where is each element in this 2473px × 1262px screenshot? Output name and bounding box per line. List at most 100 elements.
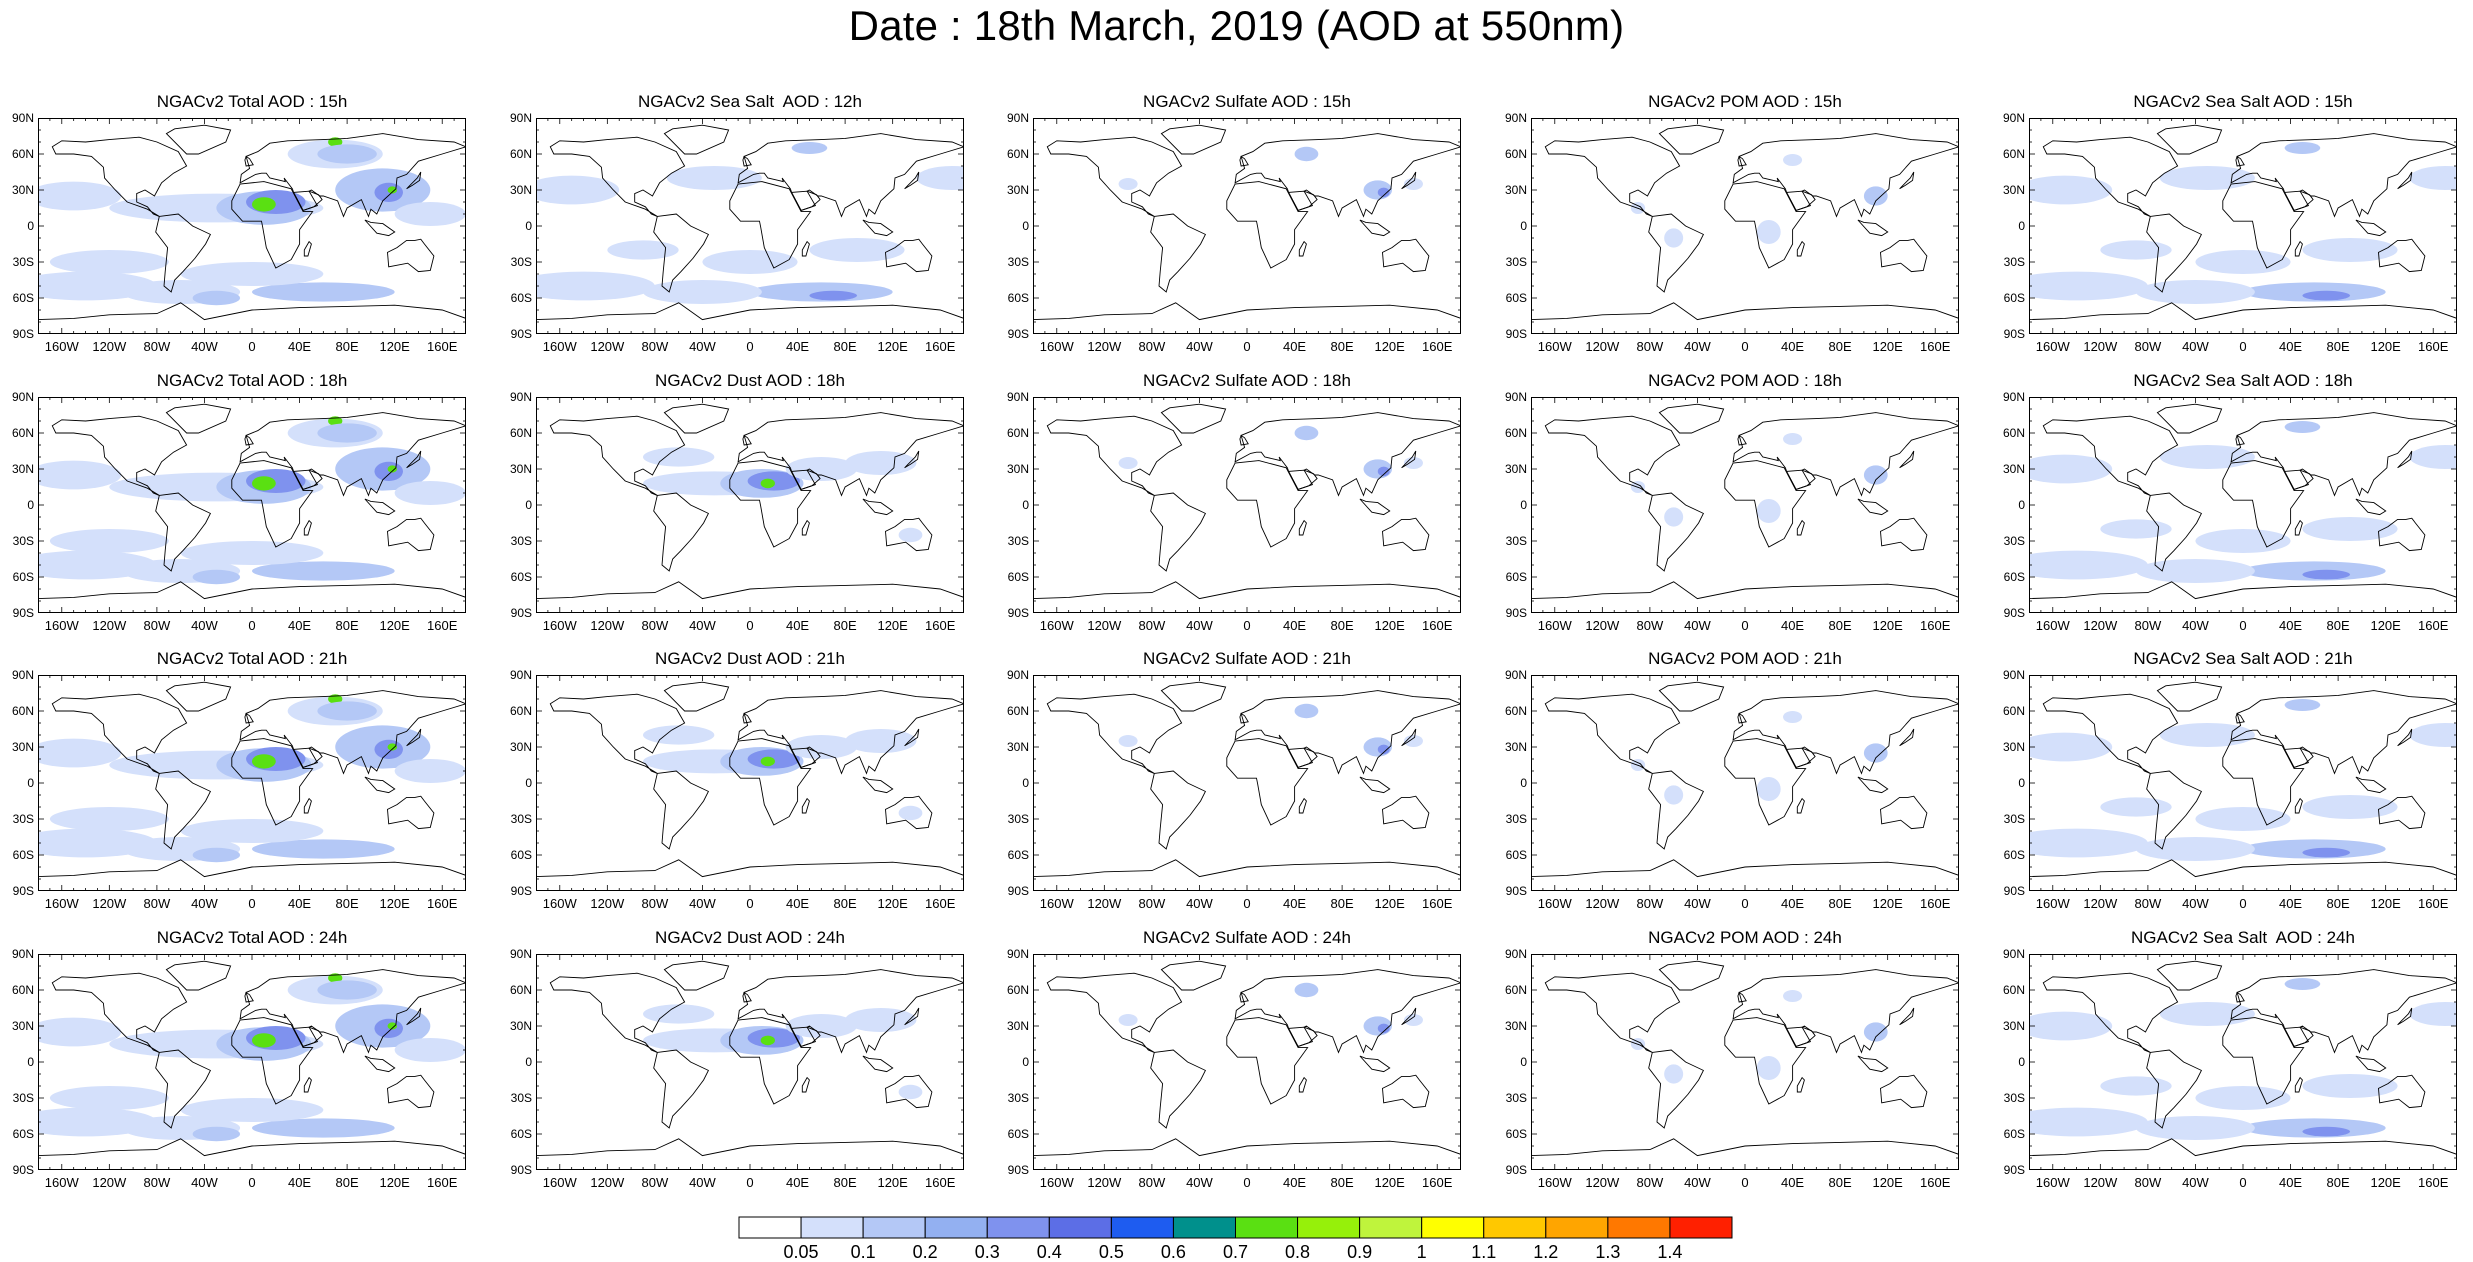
lon-tick-label: 120E (2370, 1175, 2401, 1190)
coastline-northAmerica (549, 972, 686, 1053)
lat-tick-label: 90S (510, 884, 532, 898)
panel-title: NGACv2 POM AOD : 24h (1648, 928, 1842, 947)
colorbar-label: 1.1 (1471, 1242, 1497, 1262)
coastline-japan (2397, 728, 2413, 747)
lon-tick-label: 80E (1828, 339, 1852, 354)
coastline-antarctica (1531, 581, 1959, 600)
coastline-japan (1401, 1007, 1417, 1026)
lon-tick-label: 0 (746, 339, 754, 354)
lon-tick-label: 160W (1039, 339, 1074, 354)
coastline-africa (2222, 1017, 2305, 1105)
aerosol-field (1664, 507, 1684, 527)
lon-tick-label: 80W (1138, 1175, 1166, 1190)
map-frame (536, 118, 964, 334)
lat-tick-label: 30S (510, 1091, 532, 1105)
aerosol-field (180, 819, 324, 843)
coastline-southAmerica (653, 213, 710, 293)
map-frame (536, 954, 964, 1170)
coastline-australia (2378, 1074, 2426, 1109)
lat-tick-label: 60N (509, 983, 532, 997)
lon-tick-label: 0 (2239, 339, 2247, 354)
map-frame (1033, 118, 1461, 334)
lon-tick-label: 80W (143, 618, 171, 633)
lon-tick-label: 120W (1087, 339, 1122, 354)
panel-title: NGACv2 Sulfate AOD : 21h (1143, 649, 1351, 668)
lat-tick-label: 30N (2002, 183, 2025, 197)
coastline-arabia (1785, 469, 1816, 490)
lon-tick-label: 160E (925, 618, 956, 633)
lat-tick-label: 60N (1504, 426, 1527, 440)
coastline-madagascar (1796, 1076, 1805, 1093)
lon-tick-label: 160E (1920, 896, 1951, 911)
lat-tick-label: 30S (1007, 812, 1029, 826)
coastline-indonesia (364, 498, 396, 516)
aerosol-field (374, 182, 403, 202)
lat-tick-label: 60N (509, 704, 532, 718)
aerosol-field (38, 738, 122, 768)
coastline-africa (231, 460, 314, 548)
lat-tick-label: 60N (1504, 704, 1527, 718)
aerosol-field (2302, 569, 2350, 580)
map-frame (1531, 397, 1959, 613)
lat-tick-label: 30S (510, 534, 532, 548)
map-frame (38, 675, 466, 891)
coastline-greenland (663, 124, 730, 155)
coastline-greenland (1658, 403, 1725, 434)
aerosol-field (1377, 466, 1390, 477)
lon-tick-label: 0 (248, 339, 256, 354)
lat-tick-label: 90S (510, 327, 532, 341)
aerosol-field (49, 250, 169, 274)
colorbar-label: 1 (1416, 1242, 1427, 1262)
coastline-northAmerica (2042, 972, 2179, 1053)
lon-tick-label: 40E (1282, 1175, 1307, 1190)
lon-tick-label: 160E (2418, 618, 2449, 633)
lon-tick-label: 0 (2239, 896, 2247, 911)
map-frame (1531, 954, 1959, 1170)
coastline-africa (1226, 460, 1309, 548)
coastline-indonesia (1857, 219, 1889, 237)
lon-tick-label: 80E (335, 618, 359, 633)
coastline-uk (1239, 991, 1249, 1003)
coastline-australia (1382, 795, 1430, 830)
coastline-indonesia (862, 219, 894, 237)
coastline-southAmerica (653, 1049, 710, 1129)
coastline-australia (885, 1074, 933, 1109)
aerosol-field (2409, 445, 2457, 469)
world-map (2029, 675, 2457, 891)
coastline-uk (244, 155, 254, 167)
aerosol-field (2302, 517, 2398, 541)
coastline-indonesia (2355, 219, 2387, 237)
aerosol-field (845, 729, 917, 753)
figure-title: Date : 18th March, 2019 (AOD at 550nm) (848, 2, 1625, 49)
lon-tick-label: 0 (1741, 618, 1749, 633)
panel-title: NGACv2 Dust AOD : 21h (655, 649, 845, 668)
lat-tick-label: 60N (2002, 983, 2025, 997)
lon-tick-label: 120W (590, 1175, 625, 1190)
coastline-eurasia (1732, 133, 1959, 218)
coastline-madagascar (801, 797, 810, 814)
coastline-antarctica (1033, 859, 1461, 878)
coastline-southAmerica (2146, 492, 2203, 572)
world-map (38, 954, 466, 1170)
colorbar-swatch (1607, 1216, 1671, 1239)
lon-tick-label: 80W (143, 339, 171, 354)
lat-tick-label: 30N (2002, 462, 2025, 476)
lon-tick-label: 40E (2278, 339, 2303, 354)
aerosol-field (317, 144, 377, 164)
lat-tick-label: 60N (1006, 426, 1029, 440)
coastline-southAmerica (155, 1049, 212, 1129)
lat-tick-label: 60S (12, 848, 34, 862)
lon-tick-label: 0 (248, 896, 256, 911)
map-frame (536, 397, 964, 613)
coastline-uk (1239, 712, 1249, 724)
coastline-greenland (1160, 960, 1227, 991)
aerosol-field (180, 262, 324, 286)
aerosol-field (1863, 186, 1888, 206)
lat-tick-label: 0 (525, 776, 532, 790)
coastline-australia (1880, 795, 1928, 830)
aerosol-field (916, 166, 964, 190)
lat-tick-label: 30S (2003, 812, 2025, 826)
aerosol-field (387, 465, 398, 473)
lat-tick-label: 30N (1504, 1019, 1527, 1033)
aerosol-field (2284, 421, 2321, 433)
